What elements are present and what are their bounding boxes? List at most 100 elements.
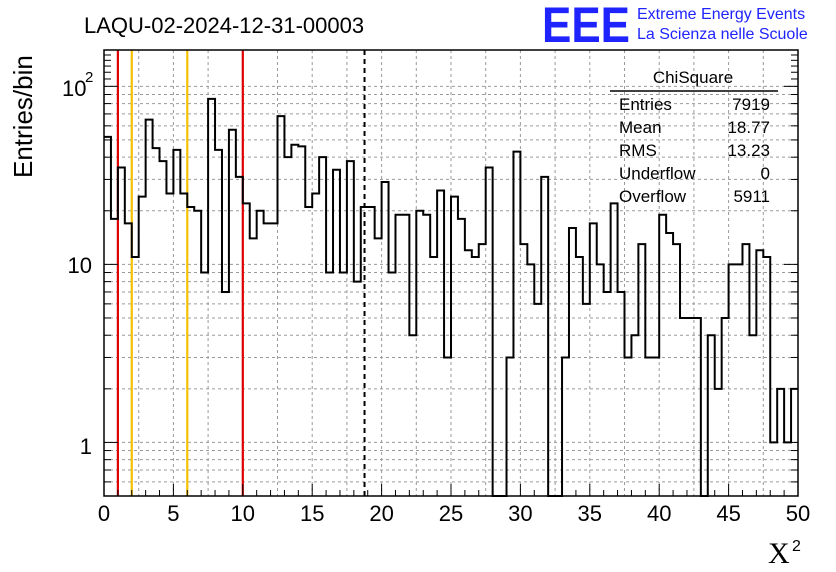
histogram-bin <box>375 238 382 496</box>
histogram-bin <box>250 238 257 496</box>
reference-lines <box>116 50 366 496</box>
histogram-bin <box>749 335 756 496</box>
histogram-bin <box>777 389 784 496</box>
histogram-series <box>104 97 798 497</box>
histogram-bin <box>402 215 409 496</box>
histogram-bin <box>208 99 215 496</box>
histogram-bin <box>673 244 680 496</box>
histogram-bin <box>389 273 396 496</box>
histogram-bin <box>625 357 632 496</box>
y-tick-label-100-exponent: 2 <box>85 69 93 86</box>
grid <box>104 50 798 496</box>
histogram-bin <box>638 244 645 496</box>
histogram-bin <box>187 207 194 496</box>
stats-title: ChiSquare <box>653 68 733 87</box>
histogram-bin <box>666 233 673 496</box>
histogram-bin <box>354 282 361 496</box>
histogram-bin <box>562 357 569 496</box>
histogram-bin <box>194 211 201 496</box>
x-tick-label: 5 <box>167 501 179 526</box>
histogram-bin <box>680 318 687 496</box>
histogram-bin <box>173 150 180 496</box>
stats-label-rms: RMS <box>619 141 657 160</box>
chart-title: LAQU-02-2024-12-31-00003 <box>84 13 364 38</box>
histogram-bin <box>569 228 576 496</box>
histogram-bin <box>423 215 430 496</box>
histogram-bin <box>139 197 146 496</box>
histogram-bin <box>264 223 271 496</box>
histogram-bin <box>631 335 638 496</box>
histogram-bin <box>687 318 694 496</box>
y-tick-label-10: 10 <box>68 253 92 278</box>
histogram-bin <box>618 292 625 496</box>
histogram-bin <box>576 257 583 496</box>
histogram-bin <box>451 197 458 496</box>
stats-label-overflow: Overflow <box>619 187 687 206</box>
histogram-bin <box>604 292 611 496</box>
histogram-bin <box>597 264 604 496</box>
histogram-bin <box>784 442 791 496</box>
histogram-bin <box>243 203 250 496</box>
histogram-bin <box>590 223 597 496</box>
histogram-bin <box>278 116 285 496</box>
histogram-bin <box>583 304 590 496</box>
logo-eee: EEE <box>542 0 630 53</box>
x-tick-label: 10 <box>231 501 255 526</box>
x-tick-label: 40 <box>647 501 671 526</box>
x-tick-label: 50 <box>786 501 810 526</box>
histogram-bin <box>271 223 278 496</box>
histogram-bin <box>153 148 160 496</box>
histogram-bin <box>229 130 236 496</box>
histogram-bin <box>527 264 534 496</box>
histogram-bin <box>312 194 319 496</box>
histogram-bin <box>444 357 451 496</box>
histogram-bin <box>368 207 375 496</box>
histogram-bin <box>361 207 368 496</box>
histogram-bin <box>729 264 736 496</box>
histogram-bin <box>125 223 132 496</box>
x-tick-label: 30 <box>508 501 532 526</box>
x-tick-label: 15 <box>300 501 324 526</box>
axis-ticks <box>103 54 799 496</box>
stats-value-underflow: 0 <box>761 164 770 183</box>
histogram-bin <box>708 335 715 496</box>
histogram-bin <box>201 273 208 496</box>
histogram-bin <box>513 152 520 496</box>
histogram-bin <box>382 182 389 496</box>
histogram-bin <box>326 273 333 496</box>
x-tick-label: 35 <box>578 501 602 526</box>
histogram-bin <box>694 318 701 496</box>
histogram-bin <box>257 211 264 496</box>
histogram-bin <box>659 215 666 496</box>
histogram-bin <box>347 161 354 496</box>
histogram-bin <box>340 273 347 496</box>
histogram-bin <box>534 304 541 496</box>
histogram-bin <box>111 219 118 496</box>
histogram-bin <box>742 244 749 496</box>
histogram-bin <box>611 203 618 496</box>
x-tick-label: 45 <box>716 501 740 526</box>
histogram-bin <box>146 120 153 496</box>
histogram-bin <box>298 146 305 496</box>
histogram-bin <box>215 150 222 496</box>
histogram-bin <box>160 161 167 496</box>
histogram-bin <box>430 257 437 496</box>
stats-label-underflow: Underflow <box>619 164 696 183</box>
stats-label-mean: Mean <box>619 118 662 137</box>
x-tick-label: 0 <box>98 501 110 526</box>
histogram-bin <box>319 157 326 496</box>
histogram-bin <box>756 250 763 496</box>
histogram-bin <box>180 194 187 496</box>
histogram-bin <box>305 207 312 496</box>
stats-value-overflow: 5911 <box>733 187 770 206</box>
histogram-bin <box>472 257 479 496</box>
histogram-bin <box>409 335 416 496</box>
histogram-bin <box>333 170 340 496</box>
stats-value-entries: 7919 <box>732 95 770 114</box>
histogram-bin <box>736 264 743 496</box>
stats-box: ChiSquare Entries 7919 Mean 18.77 RMS 13… <box>610 68 778 206</box>
histogram-bin <box>763 257 770 496</box>
y-tick-label-100-base: 10 <box>62 76 86 101</box>
histogram-bin <box>166 194 173 496</box>
histogram-bin <box>486 168 493 496</box>
